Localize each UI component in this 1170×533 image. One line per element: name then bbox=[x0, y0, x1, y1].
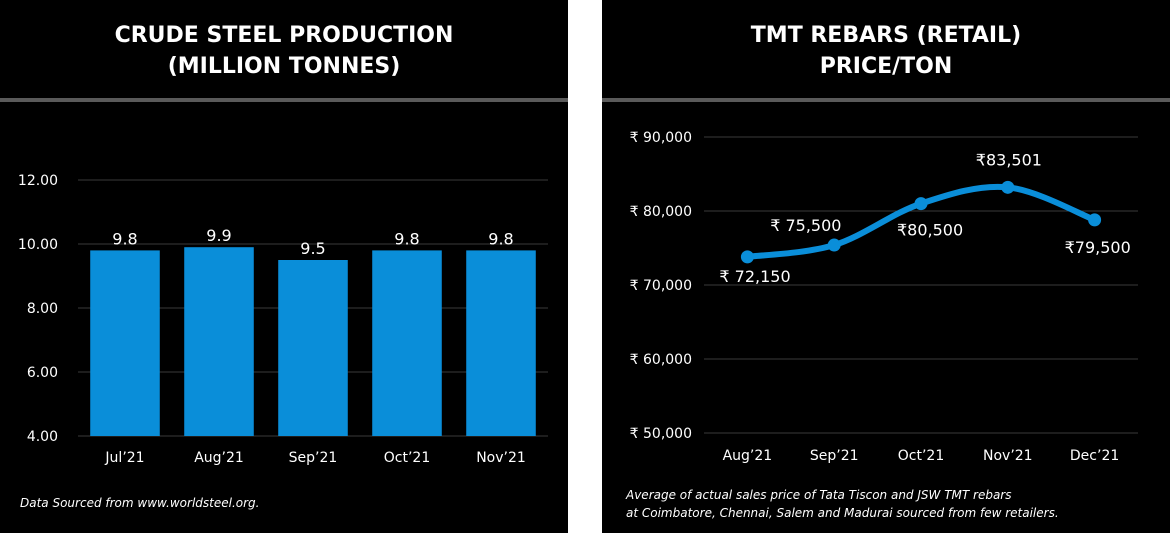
right-title-line2: PRICE/TON bbox=[819, 54, 953, 79]
y-tick-label: ₹ 60,000 bbox=[630, 352, 692, 368]
data-point bbox=[1088, 213, 1102, 227]
x-tick-label: Oct’21 bbox=[384, 450, 430, 466]
data-point bbox=[1001, 180, 1015, 194]
y-tick-label: 8.00 bbox=[27, 301, 58, 317]
bar bbox=[278, 260, 348, 436]
data-label: 9.9 bbox=[206, 226, 231, 245]
right-header: TMT REBARS (RETAIL) PRICE/TON bbox=[602, 0, 1170, 98]
data-label: 9.8 bbox=[394, 229, 419, 248]
x-tick-label: Aug’21 bbox=[723, 448, 773, 464]
y-tick-label: ₹ 50,000 bbox=[630, 426, 692, 442]
right-source-note-line1: Average of actual sales price of Tata Ti… bbox=[626, 488, 1012, 502]
left-header-divider bbox=[0, 98, 568, 102]
data-label: 9.8 bbox=[488, 229, 513, 248]
x-tick-label: Sep’21 bbox=[289, 450, 338, 466]
left-header: CRUDE STEEL PRODUCTION (MILLION TONNES) bbox=[0, 0, 568, 98]
x-tick-label: Jul’21 bbox=[104, 450, 144, 466]
y-tick-label: 6.00 bbox=[27, 365, 58, 381]
x-tick-label: Aug’21 bbox=[194, 450, 244, 466]
data-label: 9.5 bbox=[300, 239, 325, 258]
data-label: ₹ 75,500 bbox=[770, 216, 841, 235]
rebar-price-line-chart: ₹ 50,000 ₹ 60,000 ₹ 70,000 ₹ 80,000 ₹ 90,000… bbox=[630, 130, 1138, 464]
data-point bbox=[740, 250, 754, 264]
right-source-note: Average of actual sales price of Tata Ti… bbox=[626, 486, 1059, 522]
x-tick-label: Dec’21 bbox=[1070, 448, 1119, 464]
data-label: 9.8 bbox=[112, 229, 137, 248]
y-tick-label: 4.00 bbox=[27, 429, 58, 445]
y-tick-label: 12.00 bbox=[18, 173, 58, 189]
right-header-divider bbox=[602, 98, 1170, 102]
bar bbox=[90, 250, 160, 436]
x-tick-label: Nov’21 bbox=[983, 448, 1033, 464]
steel-production-bar-chart: 4.00 6.00 8.00 10.00 12.00 9.8 Jul’21 9.9 Aug’21… bbox=[18, 173, 548, 466]
left-title-line1: CRUDE STEEL PRODUCTION bbox=[114, 23, 454, 48]
x-tick-label: Sep’21 bbox=[810, 448, 859, 464]
rebar-price-panel: TMT REBARS (RETAIL) PRICE/TON ₹ 50,000 ₹ … bbox=[602, 0, 1170, 533]
right-source-note-line2: at Coimbatore, Chennai, Salem and Madura… bbox=[626, 506, 1059, 520]
x-tick-label: Oct’21 bbox=[898, 448, 944, 464]
left-source-note: Data Sourced from www.worldsteel.org. bbox=[20, 496, 260, 510]
right-title-line1: TMT REBARS (RETAIL) bbox=[750, 23, 1022, 48]
data-point bbox=[827, 238, 841, 252]
y-tick-label: ₹ 70,000 bbox=[630, 278, 692, 294]
data-point bbox=[914, 197, 928, 211]
data-label: ₹83,501 bbox=[976, 150, 1042, 169]
bar bbox=[466, 250, 536, 436]
y-tick-label: 10.00 bbox=[18, 237, 58, 253]
left-title-line2: (MILLION TONNES) bbox=[167, 54, 401, 79]
data-label: ₹79,500 bbox=[1065, 238, 1131, 257]
left-chart-title: CRUDE STEEL PRODUCTION (MILLION TONNES) bbox=[0, 20, 568, 82]
data-label: ₹80,500 bbox=[897, 221, 963, 240]
bar bbox=[184, 247, 254, 436]
bar bbox=[372, 250, 442, 436]
right-chart-title: TMT REBARS (RETAIL) PRICE/TON bbox=[602, 20, 1170, 82]
y-tick-label: ₹ 80,000 bbox=[630, 204, 692, 220]
data-label: ₹ 72,150 bbox=[719, 267, 790, 286]
y-tick-label: ₹ 90,000 bbox=[630, 130, 692, 146]
steel-production-panel: CRUDE STEEL PRODUCTION (MILLION TONNES) … bbox=[0, 0, 568, 533]
x-tick-label: Nov’21 bbox=[476, 450, 526, 466]
